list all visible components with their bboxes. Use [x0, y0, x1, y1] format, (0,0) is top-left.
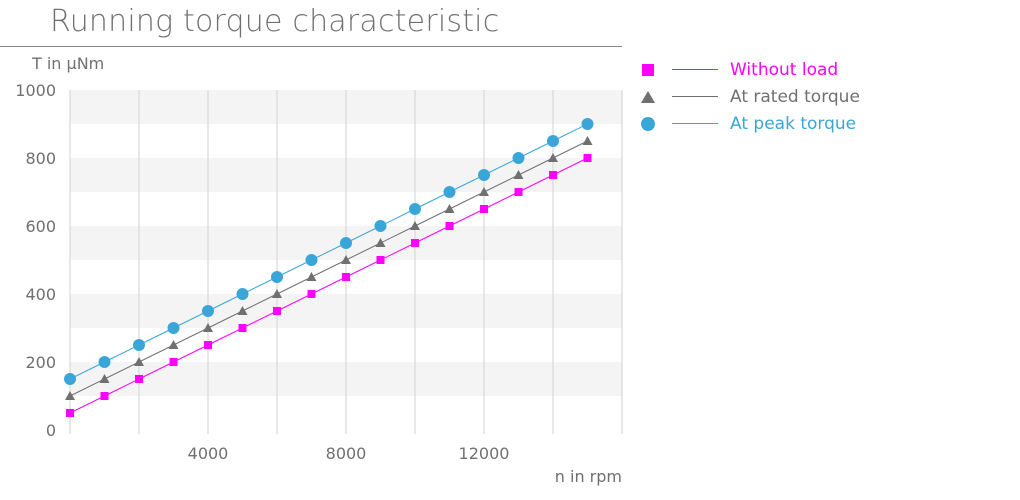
data-point-circle	[64, 373, 76, 385]
circle-marker-icon	[640, 116, 656, 132]
data-point-square	[169, 358, 178, 366]
data-point-circle	[409, 203, 421, 215]
chart-canvas: 0 200 400 600 800 1000 4000 8000 12000 T in µNm…	[15, 54, 623, 486]
data-point-circle	[340, 237, 352, 249]
legend-line	[672, 123, 718, 124]
data-point-square	[307, 290, 316, 298]
data-point-circle	[98, 356, 111, 368]
y-tick-label: 600	[25, 217, 56, 236]
data-point-square	[480, 205, 488, 213]
x-tick-label: 8000	[326, 444, 367, 463]
data-point-square	[273, 307, 281, 315]
data-point-square	[549, 171, 557, 179]
data-point-triangle	[99, 374, 110, 383]
data-point-square	[514, 188, 523, 196]
data-point-circle	[512, 152, 525, 164]
y-tick-label: 200	[25, 353, 56, 372]
legend-line	[672, 96, 718, 97]
chart-title: Running torque characteristic	[50, 4, 500, 39]
data-point-square	[66, 409, 74, 417]
square-marker-icon	[640, 62, 656, 78]
data-point-triangle	[548, 153, 558, 162]
data-point-triangle	[168, 340, 179, 349]
data-point-square	[135, 375, 143, 383]
data-point-square	[445, 222, 454, 230]
y-tick-label: 1000	[15, 81, 56, 100]
y-tick-label: 800	[25, 149, 56, 168]
data-point-circle	[167, 322, 180, 334]
y-tick-label: 400	[25, 285, 56, 304]
data-point-square	[204, 341, 212, 349]
data-point-circle	[547, 135, 559, 147]
y-tick-label: 0	[46, 421, 56, 440]
series-line	[69, 123, 588, 380]
data-point-triangle	[306, 272, 317, 281]
data-point-circle	[236, 288, 249, 300]
data-point-triangle	[582, 136, 593, 145]
y-axis-label: T in µNm	[31, 54, 104, 73]
x-tick-label: 12000	[459, 444, 510, 463]
data-point-triangle	[237, 306, 248, 315]
legend-item-at-peak-torque[interactable]: At peak torque	[640, 110, 860, 137]
data-point-triangle	[513, 170, 524, 179]
data-point-triangle	[341, 255, 351, 264]
data-point-triangle	[479, 187, 489, 196]
y-tick-labels: 0 200 400 600 800 1000	[15, 81, 56, 440]
x-tick-labels: 4000 8000 12000	[188, 444, 510, 463]
data-point-circle	[202, 305, 214, 317]
data-point-circle	[581, 118, 594, 130]
data-point-square	[583, 154, 592, 162]
legend-label: Without load	[730, 59, 839, 80]
legend-item-at-rated-torque[interactable]: At rated torque	[640, 83, 860, 110]
data-point-circle	[271, 271, 283, 283]
triangle-marker-icon	[640, 89, 656, 105]
series-line	[69, 140, 588, 397]
data-point-circle	[478, 169, 490, 181]
data-point-triangle	[272, 289, 282, 298]
series-lines	[69, 123, 588, 414]
legend: Without load At rated torque At peak tor…	[640, 56, 860, 137]
legend-label: At rated torque	[730, 86, 860, 107]
data-point-circle	[374, 220, 387, 232]
data-point-square	[100, 392, 109, 400]
series-markers	[64, 118, 594, 417]
data-point-triangle	[375, 238, 386, 247]
x-tick-label: 4000	[188, 444, 229, 463]
legend-label: At peak torque	[730, 113, 857, 134]
data-point-triangle	[444, 204, 455, 213]
data-point-circle	[305, 254, 318, 266]
data-point-square	[238, 324, 247, 332]
legend-line	[672, 69, 718, 70]
data-point-triangle	[410, 221, 420, 230]
data-point-triangle	[65, 391, 75, 400]
legend-item-without-load[interactable]: Without load	[640, 56, 860, 83]
data-point-square	[411, 239, 419, 247]
data-point-square	[376, 256, 385, 264]
data-point-triangle	[203, 323, 213, 332]
series-line	[69, 157, 588, 414]
data-point-circle	[443, 186, 456, 198]
data-point-triangle	[134, 357, 144, 366]
title-divider	[0, 46, 622, 47]
data-point-square	[342, 273, 350, 281]
x-axis-label: n in rpm	[555, 467, 622, 486]
data-point-circle	[133, 339, 145, 351]
